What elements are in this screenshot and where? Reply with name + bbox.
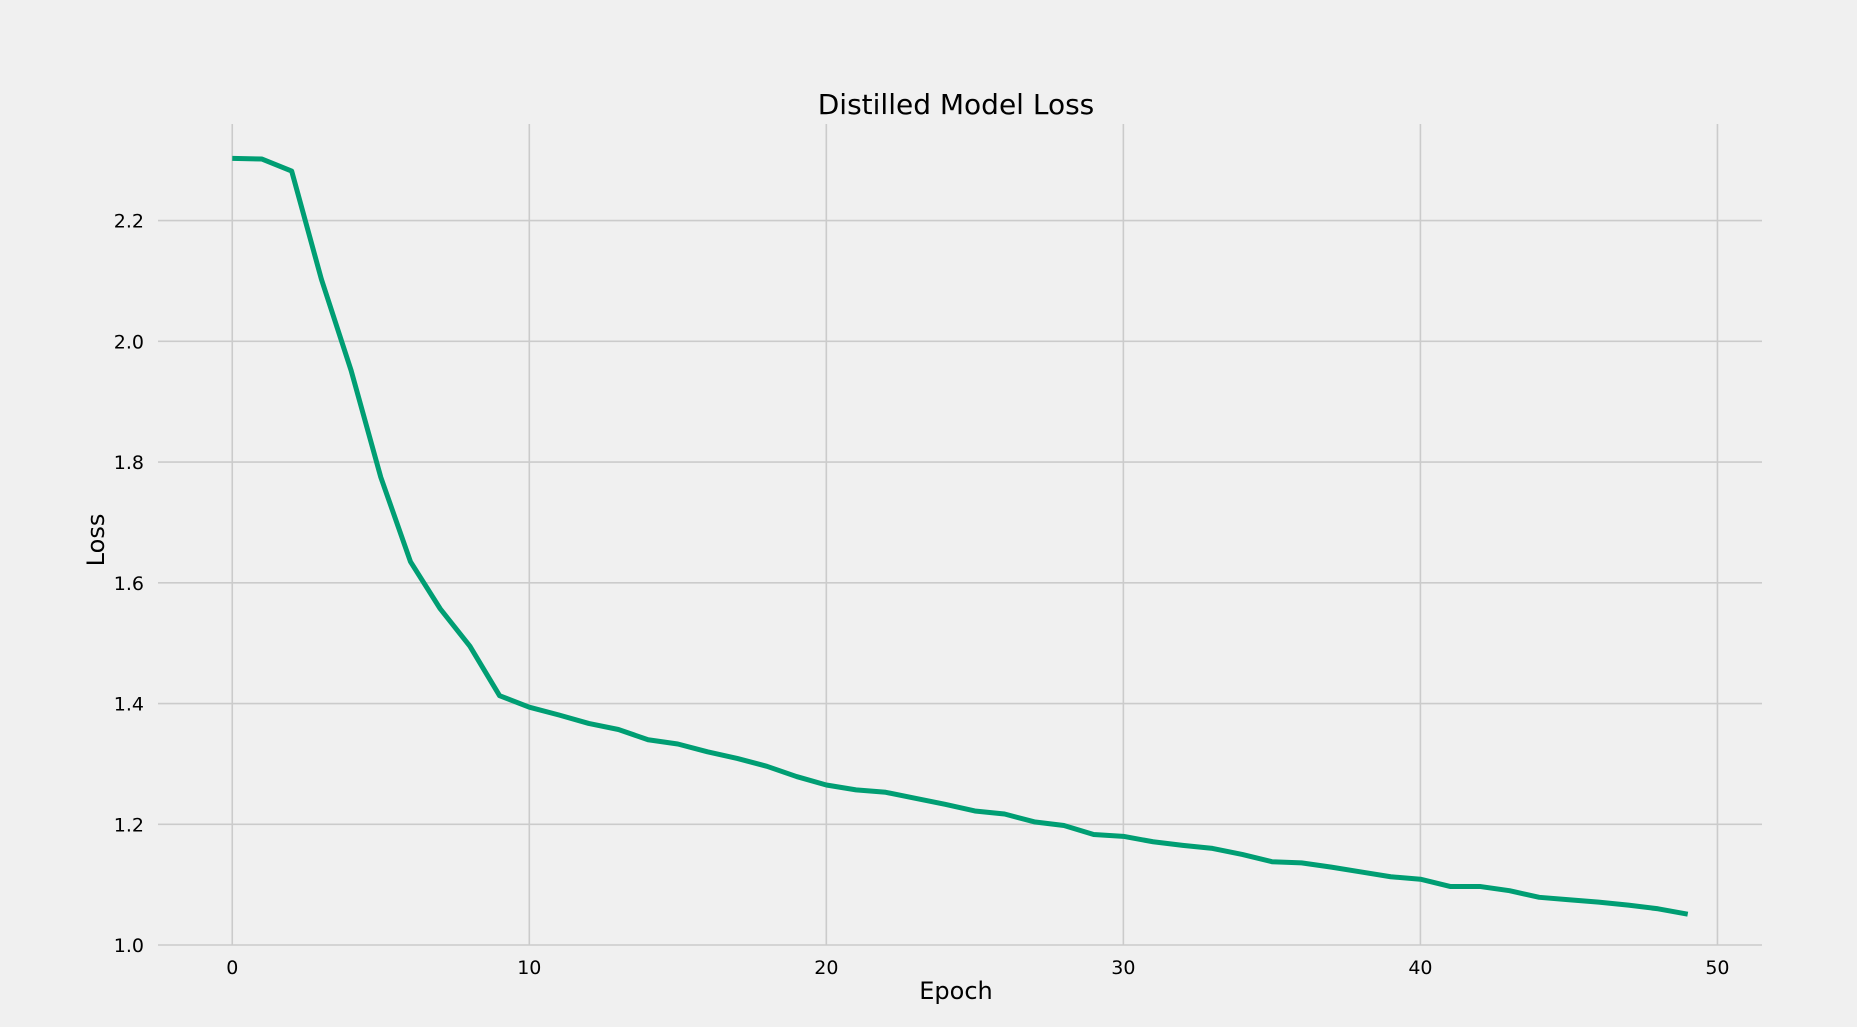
tick-labels: 0 10 20 30 40 50 1.0 1.2 1.4 1.6 1.8 2.0 2.2 bbox=[114, 211, 1730, 979]
y-tick-label: 1.8 bbox=[114, 452, 144, 474]
y-tick-label: 1.0 bbox=[114, 935, 144, 957]
x-tick-label: 40 bbox=[1408, 957, 1432, 979]
grid bbox=[158, 124, 1762, 946]
y-tick-label: 2.0 bbox=[114, 331, 144, 353]
y-tick-label: 2.2 bbox=[114, 211, 144, 233]
series-layer bbox=[232, 155, 1689, 917]
x-tick-label: 50 bbox=[1705, 957, 1729, 979]
x-tick-label: 30 bbox=[1111, 957, 1135, 979]
x-tick-label: 10 bbox=[517, 957, 541, 979]
y-tick-label: 1.4 bbox=[114, 694, 144, 716]
y-axis-label: Loss bbox=[82, 514, 110, 567]
y-tick-label: 1.2 bbox=[114, 814, 144, 836]
x-axis-label: Epoch bbox=[919, 977, 993, 1005]
x-tick-label: 20 bbox=[814, 957, 838, 979]
chart-title: Distilled Model Loss bbox=[818, 88, 1095, 121]
loss-series-line bbox=[232, 155, 1689, 917]
x-tick-label: 0 bbox=[226, 957, 238, 979]
y-tick-label: 1.6 bbox=[114, 573, 144, 595]
